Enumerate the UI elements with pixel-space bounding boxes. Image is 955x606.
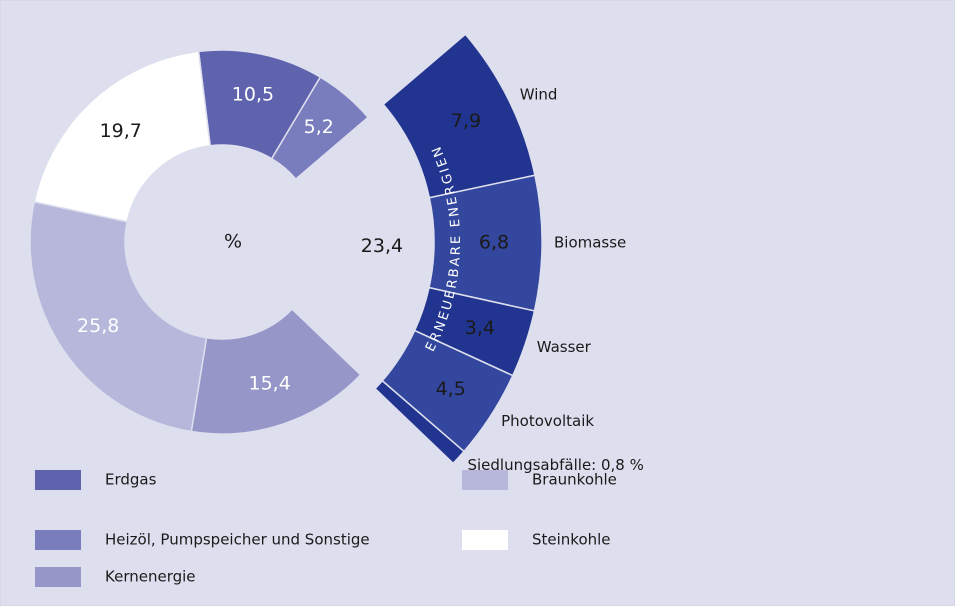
legend-swatch (35, 567, 81, 587)
legend-label: Braunkohle (532, 471, 617, 489)
legend-swatch (462, 470, 508, 490)
legend-swatch (35, 530, 81, 550)
segment-value-label: 6,8 (479, 231, 509, 253)
segment-value-label: 23,4 (361, 235, 403, 257)
segment-value-label: 19,7 (100, 120, 142, 142)
segment-value-label: 7,9 (451, 110, 481, 132)
segment-value-label: 25,8 (77, 315, 119, 337)
legend-label: Heizöl, Pumpspeicher und Sonstige (105, 531, 370, 549)
donut-segment (270, 76, 370, 181)
legend-label: Erdgas (105, 471, 157, 489)
segment-name-label: Wind (520, 86, 558, 104)
segment-value-label: 3,4 (465, 317, 495, 339)
donut-segment (29, 200, 208, 433)
segment-value-label: 15,4 (248, 373, 290, 395)
legend-label: Steinkohle (532, 531, 611, 549)
center-label: % (224, 231, 242, 253)
renewable-segment (374, 379, 466, 465)
segment-name-label: Biomasse (554, 234, 626, 252)
donut-segment (190, 308, 362, 435)
legend-label: Kernenergie (105, 568, 196, 586)
segment-value-label: 10,5 (232, 84, 274, 106)
segment-name-label: Photovoltaik (501, 412, 594, 430)
segment-name-label: Wasser (537, 338, 592, 356)
segment-value-label: 4,5 (436, 378, 466, 400)
legend-swatch (462, 530, 508, 550)
segment-name-label: Siedlungsabfälle: 0,8 % (467, 456, 643, 474)
legend-swatch (35, 470, 81, 490)
donut-segment (33, 50, 212, 223)
segment-value-label: 5,2 (304, 116, 334, 138)
